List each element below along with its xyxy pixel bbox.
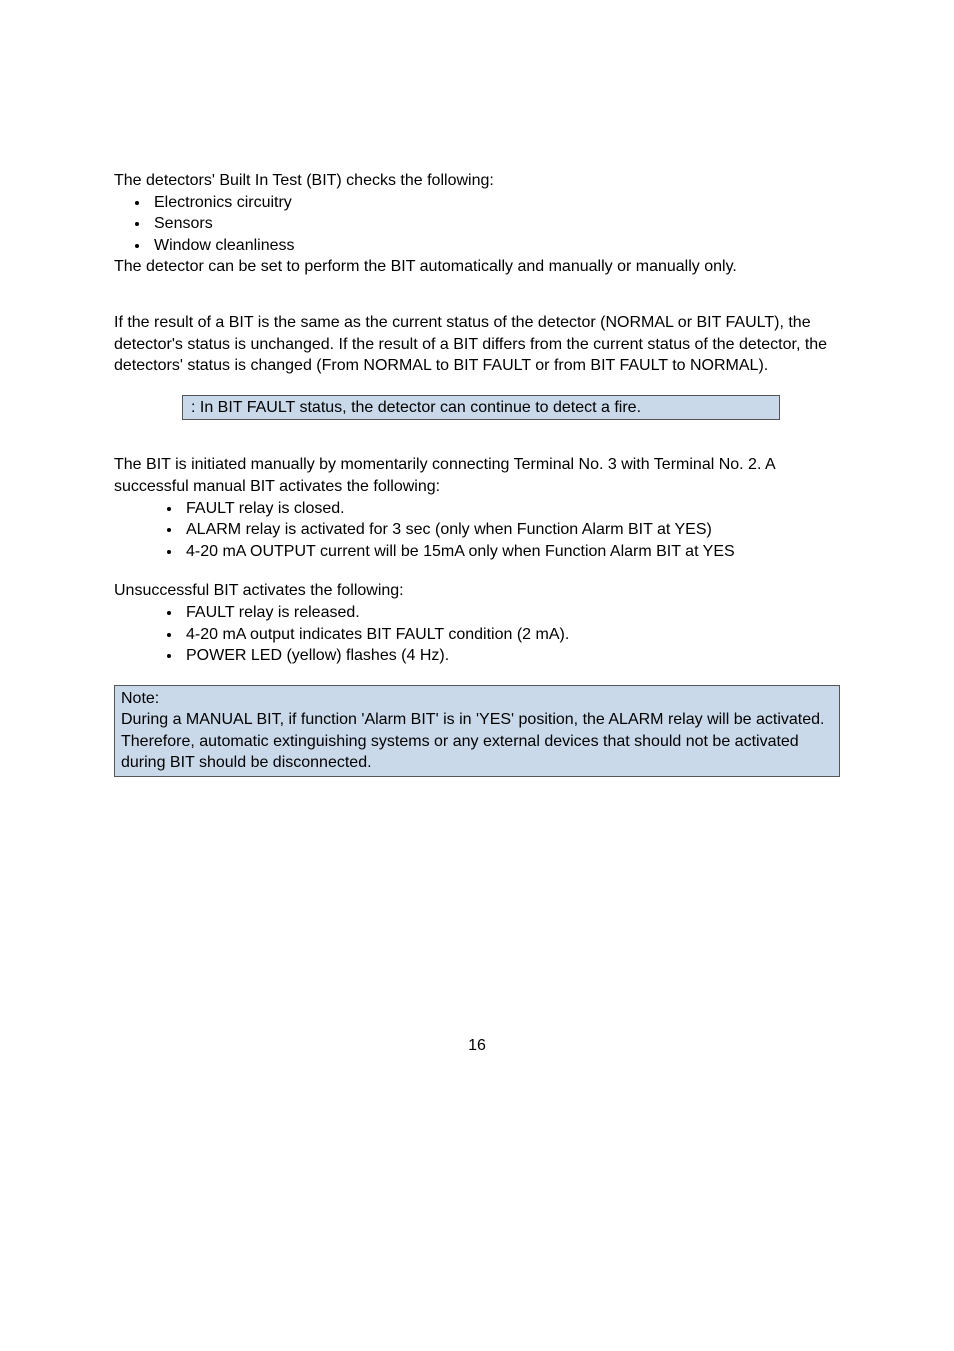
list-item: 4-20 mA output indicates BIT FAULT condi… (182, 624, 840, 646)
intro-bullet-list: Electronics circuitry Sensors Window cle… (114, 192, 840, 257)
page-number: 16 (114, 1037, 840, 1055)
list-item: 4-20 mA OUTPUT current will be 15mA only… (182, 541, 840, 563)
manual-bit-list: FAULT relay is closed. ALARM relay is ac… (114, 498, 840, 563)
unsuccessful-list: FAULT relay is released. 4-20 mA output … (114, 602, 840, 667)
list-item: Sensors (150, 213, 840, 235)
intro-closing: The detector can be set to perform the B… (114, 256, 840, 278)
list-item: Electronics circuitry (150, 192, 840, 214)
note-box-status: : In BIT FAULT status, the detector can … (182, 395, 780, 421)
document-page: The detectors' Built In Test (BIT) check… (0, 0, 954, 1135)
manual-bit-intro: The BIT is initiated manually by momenta… (114, 454, 840, 497)
list-item: FAULT relay is closed. (182, 498, 840, 520)
note-box-warning: Note: During a MANUAL BIT, if function '… (114, 685, 840, 777)
result-paragraph: If the result of a BIT is the same as th… (114, 312, 840, 377)
note-text: During a MANUAL BIT, if function 'Alarm … (121, 711, 824, 771)
unsuccessful-intro: Unsuccessful BIT activates the following… (114, 580, 840, 602)
note-label: Note: (121, 690, 159, 707)
list-item: ALARM relay is activated for 3 sec (only… (182, 519, 840, 541)
list-item: FAULT relay is released. (182, 602, 840, 624)
list-item: Window cleanliness (150, 235, 840, 257)
list-item: POWER LED (yellow) flashes (4 Hz). (182, 645, 840, 667)
intro-line: The detectors' Built In Test (BIT) check… (114, 170, 840, 192)
